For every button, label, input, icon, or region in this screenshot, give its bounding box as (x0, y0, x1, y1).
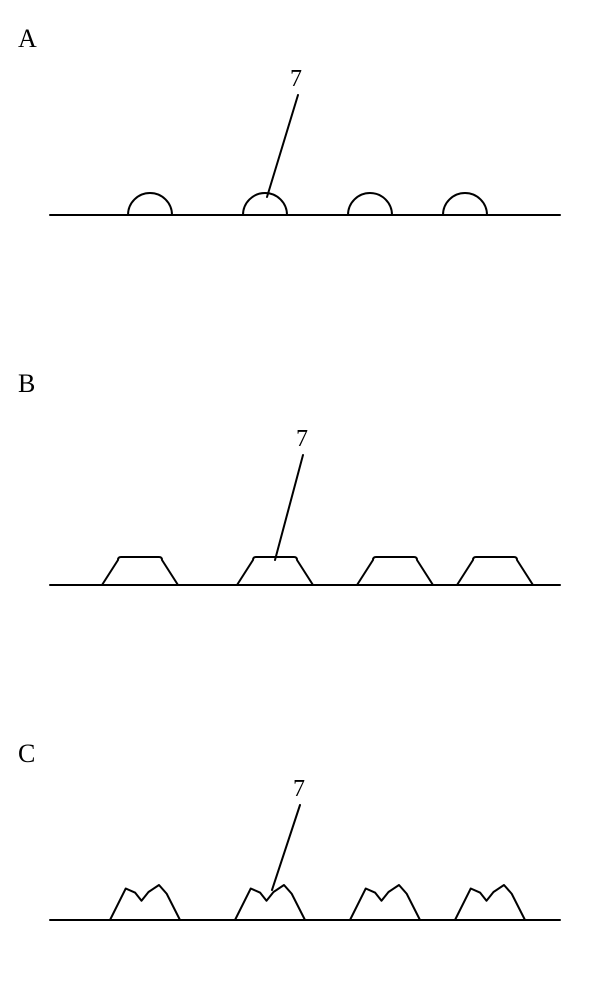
bump-c-2 (350, 885, 420, 920)
bump-a-1 (243, 193, 287, 215)
bump-c-3 (455, 885, 525, 920)
bump-c-1 (235, 885, 305, 920)
callout-line-c (272, 805, 300, 890)
callout-line-b (275, 455, 303, 560)
bump-b-1 (237, 557, 313, 585)
callout-line-a (267, 95, 298, 197)
bump-b-2 (357, 557, 433, 585)
bump-a-2 (348, 193, 392, 215)
bump-a-3 (443, 193, 487, 215)
bump-a-0 (128, 193, 172, 215)
diagram-svg (0, 0, 594, 1000)
bump-c-0 (110, 885, 180, 920)
bump-b-0 (102, 557, 178, 585)
bump-b-3 (457, 557, 533, 585)
